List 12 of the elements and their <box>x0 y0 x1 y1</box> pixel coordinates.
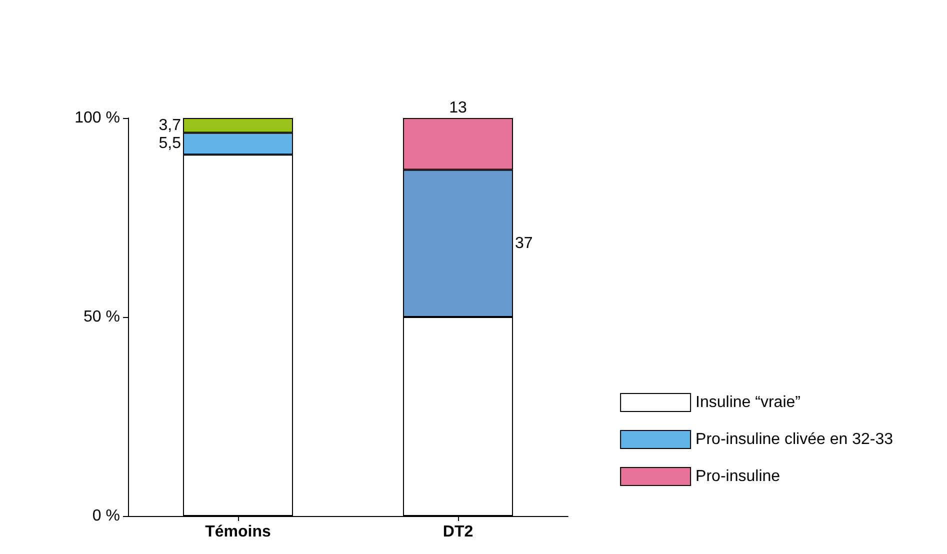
x-tick-label: DT2 <box>442 524 474 540</box>
legend-label: Pro-insuline clivée en 32-33 <box>696 431 894 448</box>
y-tick-label: 50 % <box>84 308 120 326</box>
legend-label: Pro-insuline <box>696 468 780 485</box>
legend-label: Insuline “vraie” <box>696 394 800 411</box>
data-label: 5,5 <box>158 135 182 152</box>
x-tick-label: Témoins <box>205 524 271 540</box>
data-label: 13 <box>449 100 467 116</box>
data-label: 37 <box>515 234 533 252</box>
data-label: 3,7 <box>158 116 182 134</box>
y-tick-label: 0 % <box>92 508 120 524</box>
y-tick-label: 100 % <box>74 110 120 126</box>
